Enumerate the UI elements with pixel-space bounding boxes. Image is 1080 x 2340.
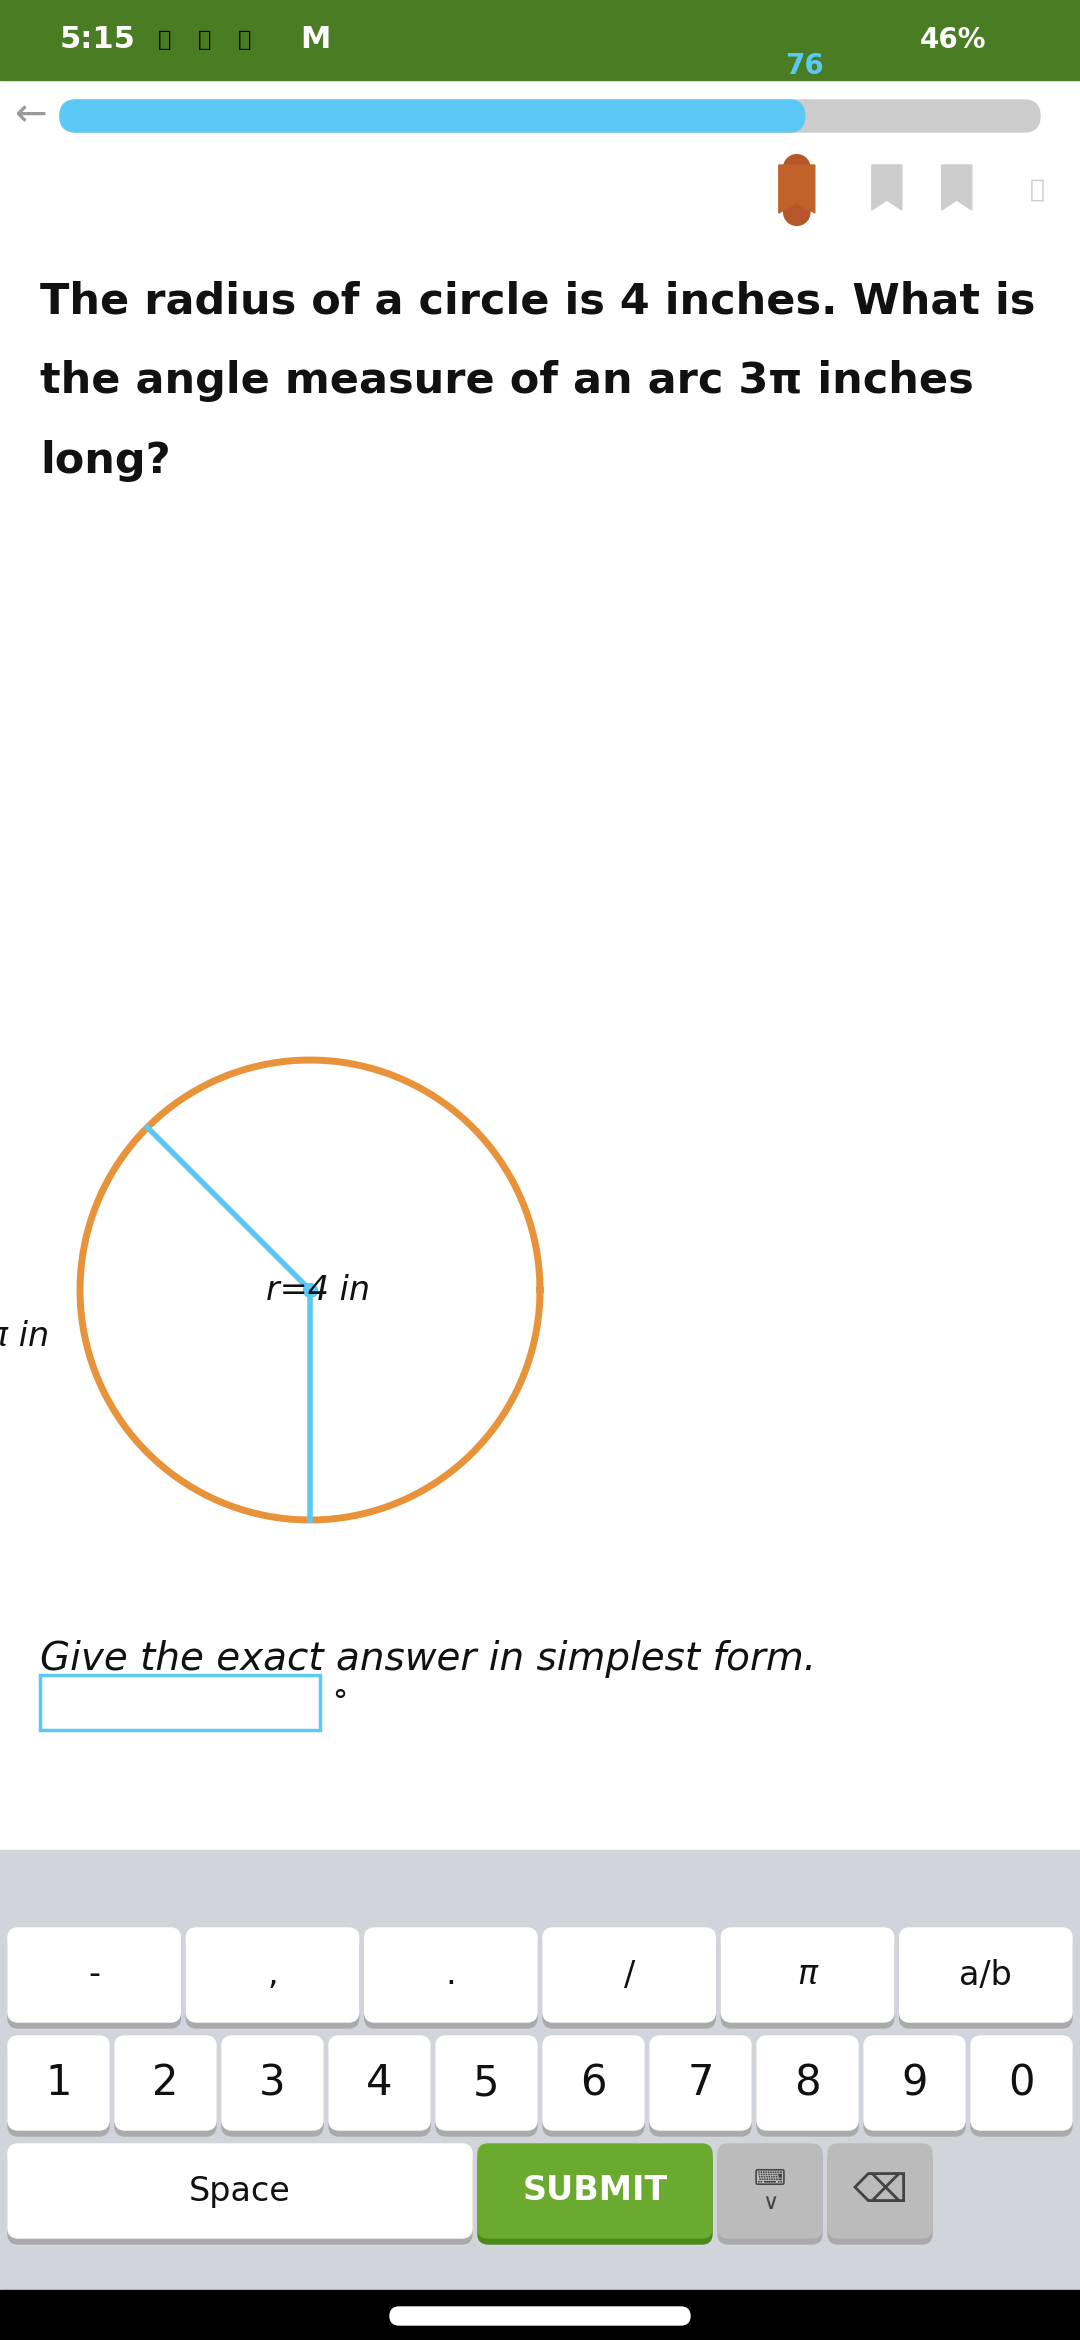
Bar <box>0 0 1080 80</box>
Text: 7: 7 <box>687 2062 714 2104</box>
FancyBboxPatch shape <box>8 2036 109 2129</box>
FancyBboxPatch shape <box>721 1928 893 2022</box>
Text: 6: 6 <box>580 2062 607 2104</box>
Text: 👻: 👻 <box>199 30 212 49</box>
FancyBboxPatch shape <box>222 2036 323 2129</box>
Text: long?: long? <box>40 440 171 482</box>
FancyBboxPatch shape <box>971 2036 1072 2129</box>
FancyBboxPatch shape <box>900 1928 1072 2022</box>
Text: -: - <box>89 1959 100 1991</box>
Text: M: M <box>300 26 330 54</box>
FancyBboxPatch shape <box>40 1675 320 1729</box>
FancyBboxPatch shape <box>8 1933 180 2029</box>
FancyBboxPatch shape <box>718 2150 822 2244</box>
FancyBboxPatch shape <box>8 2143 472 2237</box>
Text: ⌨
∨: ⌨ ∨ <box>754 2169 786 2214</box>
FancyBboxPatch shape <box>478 2143 712 2237</box>
FancyBboxPatch shape <box>718 2143 822 2237</box>
Bar <box>0 2291 1080 2340</box>
FancyBboxPatch shape <box>828 2143 932 2237</box>
FancyBboxPatch shape <box>828 2150 932 2244</box>
FancyBboxPatch shape <box>543 2036 644 2129</box>
Polygon shape <box>942 166 972 211</box>
FancyBboxPatch shape <box>864 2036 966 2129</box>
Text: 5: 5 <box>473 2062 500 2104</box>
FancyBboxPatch shape <box>436 2036 537 2129</box>
Text: ,: , <box>267 1959 278 1991</box>
Text: the angle measure of an arc 3π inches: the angle measure of an arc 3π inches <box>40 360 974 402</box>
Text: 76: 76 <box>785 51 824 80</box>
Bar <box>0 1851 1080 2340</box>
Text: 2: 2 <box>152 2062 178 2104</box>
Text: 👻: 👻 <box>239 30 252 49</box>
Text: .: . <box>445 1959 456 1991</box>
Text: 9: 9 <box>902 2062 928 2104</box>
Text: a/b: a/b <box>959 1959 1012 1991</box>
FancyBboxPatch shape <box>114 2036 216 2129</box>
FancyBboxPatch shape <box>60 101 805 131</box>
Text: 3: 3 <box>259 2062 286 2104</box>
FancyBboxPatch shape <box>114 2043 216 2136</box>
Text: r=4 in: r=4 in <box>266 1275 369 1308</box>
FancyBboxPatch shape <box>543 2043 644 2136</box>
FancyBboxPatch shape <box>365 1933 537 2029</box>
Text: ℓ=3π in: ℓ=3π in <box>0 1320 50 1353</box>
FancyBboxPatch shape <box>900 1933 1072 2029</box>
FancyBboxPatch shape <box>864 2043 966 2136</box>
Text: °: ° <box>332 1687 347 1718</box>
Text: 1: 1 <box>45 2062 71 2104</box>
Text: 8: 8 <box>794 2062 821 2104</box>
Text: 4: 4 <box>366 2062 393 2104</box>
Text: ⌫: ⌫ <box>852 2172 907 2209</box>
Text: 5:15: 5:15 <box>60 26 136 54</box>
FancyBboxPatch shape <box>436 2043 537 2136</box>
Text: 👻: 👻 <box>159 30 172 49</box>
FancyBboxPatch shape <box>971 2043 1072 2136</box>
FancyBboxPatch shape <box>390 2307 690 2326</box>
Text: Space: Space <box>189 2174 291 2207</box>
FancyBboxPatch shape <box>187 1928 359 2022</box>
FancyBboxPatch shape <box>187 1933 359 2029</box>
FancyBboxPatch shape <box>650 2043 751 2136</box>
Text: The radius of a circle is 4 inches. What is: The radius of a circle is 4 inches. What… <box>40 281 1036 323</box>
FancyBboxPatch shape <box>329 2043 430 2136</box>
Text: 0: 0 <box>1009 2062 1035 2104</box>
Polygon shape <box>779 166 814 213</box>
FancyBboxPatch shape <box>8 1928 180 2022</box>
Text: 46%: 46% <box>920 26 986 54</box>
FancyBboxPatch shape <box>757 2043 858 2136</box>
Text: /: / <box>623 1959 635 1991</box>
Text: Give the exact answer in simplest form.: Give the exact answer in simplest form. <box>40 1640 816 1678</box>
Text: π: π <box>797 1959 818 1991</box>
FancyBboxPatch shape <box>60 101 1040 131</box>
Text: 🔔: 🔔 <box>1029 178 1044 201</box>
FancyBboxPatch shape <box>365 1928 537 2022</box>
FancyBboxPatch shape <box>222 2043 323 2136</box>
FancyBboxPatch shape <box>757 2036 858 2129</box>
Text: ←: ← <box>14 96 46 133</box>
FancyBboxPatch shape <box>329 2036 430 2129</box>
Text: SUBMIT: SUBMIT <box>523 2174 667 2207</box>
Polygon shape <box>872 166 902 211</box>
FancyBboxPatch shape <box>543 1928 715 2022</box>
FancyBboxPatch shape <box>721 1933 893 2029</box>
FancyBboxPatch shape <box>8 2043 109 2136</box>
FancyBboxPatch shape <box>478 2150 712 2244</box>
FancyBboxPatch shape <box>650 2036 751 2129</box>
FancyBboxPatch shape <box>543 1933 715 2029</box>
FancyBboxPatch shape <box>8 2150 472 2244</box>
